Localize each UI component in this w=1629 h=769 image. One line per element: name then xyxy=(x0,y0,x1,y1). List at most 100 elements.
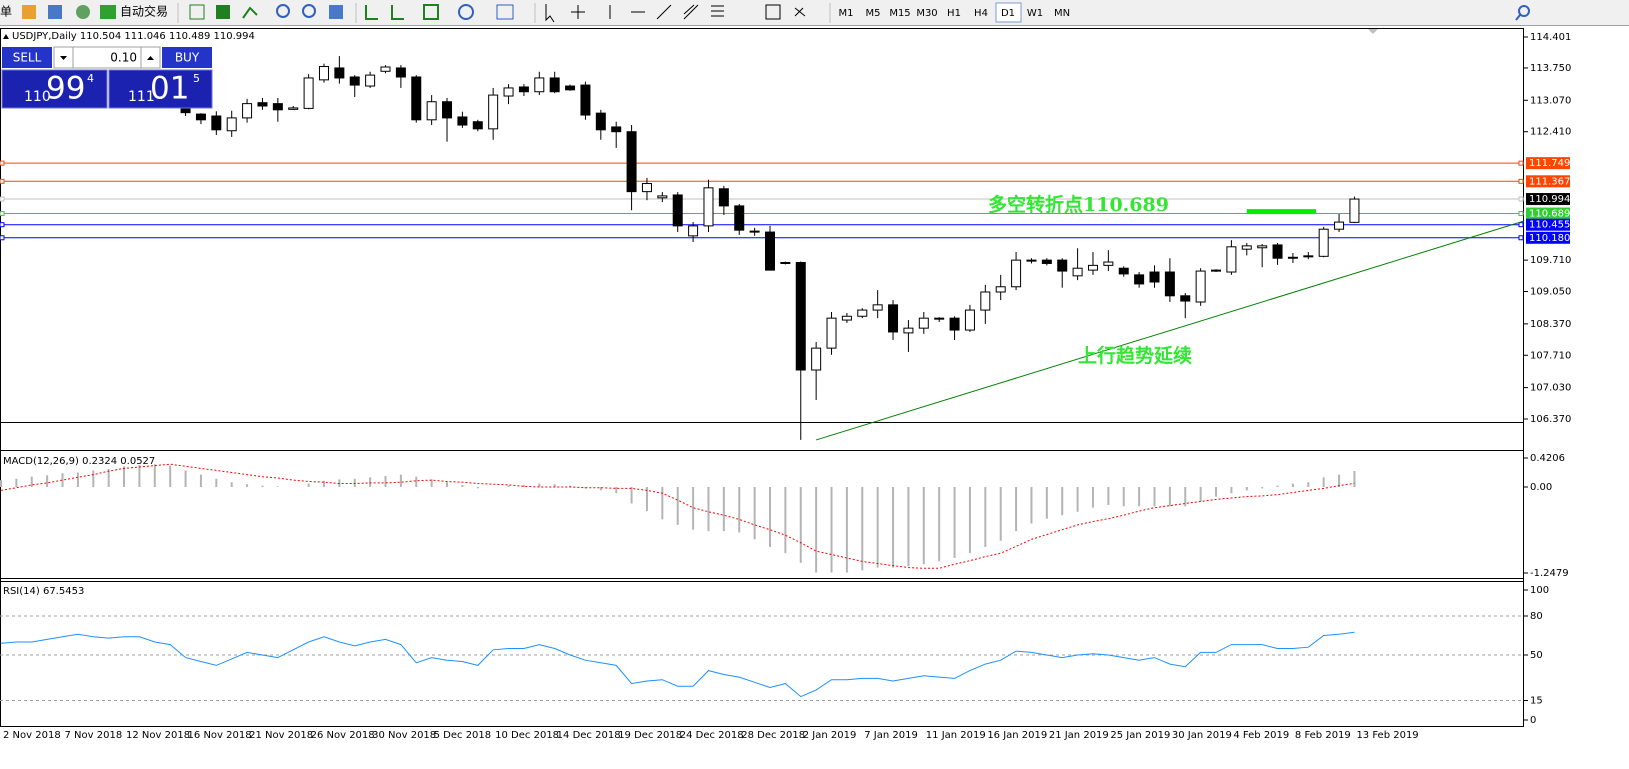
auto-trade[interactable]: 自动交易 xyxy=(120,4,168,19)
x-tick-label: 14 Dec 2018 xyxy=(557,730,621,741)
timeframe[interactable]: M30 xyxy=(916,8,937,19)
y-tick-label: 108.370 xyxy=(1530,319,1571,330)
candle-body xyxy=(272,103,283,111)
icon[interactable] xyxy=(48,5,62,19)
toolbar xyxy=(0,0,1629,26)
candle-body xyxy=(1241,245,1252,250)
x-tick-label: 16 Jan 2019 xyxy=(987,730,1047,741)
bid-sup: 4 xyxy=(87,72,94,85)
trendline xyxy=(815,220,1524,441)
buy-label[interactable]: BUY xyxy=(175,51,200,65)
level-handle xyxy=(0,178,5,184)
channel-tool[interactable] xyxy=(683,4,699,20)
candle-body xyxy=(442,101,453,119)
candle-body xyxy=(1041,259,1052,264)
icon[interactable] xyxy=(329,5,343,19)
chart-title: USDJPY,Daily 110.504 111.046 110.489 110… xyxy=(12,31,255,42)
icon[interactable] xyxy=(496,4,514,20)
timeframe[interactable]: W1 xyxy=(1027,8,1043,19)
search[interactable] xyxy=(1518,5,1530,17)
icon[interactable] xyxy=(189,4,205,20)
trade-panel: SELL 0.10 BUY 110 99 4 111 01 5 xyxy=(1,46,213,109)
sell-button[interactable] xyxy=(2,47,52,68)
icon[interactable] xyxy=(242,6,258,19)
auto-trade-icon[interactable] xyxy=(100,5,116,19)
ask-box[interactable] xyxy=(108,69,213,109)
shift-marker xyxy=(1368,29,1378,34)
signal-line xyxy=(0,463,1355,569)
fibo-tool[interactable] xyxy=(711,5,724,17)
candle-body xyxy=(288,107,299,110)
candle-body xyxy=(580,84,591,116)
candle-body xyxy=(242,103,253,119)
candle-body xyxy=(964,309,975,331)
level-handle xyxy=(1518,235,1524,241)
sell-label[interactable]: SELL xyxy=(13,51,42,65)
icon[interactable] xyxy=(365,5,378,20)
y-tick-label: 113.750 xyxy=(1530,63,1571,74)
candle-body xyxy=(1287,256,1298,259)
cursor-tool[interactable] xyxy=(545,4,555,23)
timeframe-active xyxy=(995,2,1022,23)
timeframe[interactable]: M5 xyxy=(866,8,881,19)
timeframe[interactable]: H4 xyxy=(974,8,988,19)
candle-body xyxy=(503,87,514,97)
candle-body xyxy=(703,187,714,227)
timeframe[interactable]: M1 xyxy=(839,8,854,19)
x-tick-label: 5 Dec 2018 xyxy=(434,730,492,741)
timeframe[interactable]: M15 xyxy=(889,8,910,19)
candle-body xyxy=(1087,264,1098,271)
y-tick-label: 107.030 xyxy=(1530,383,1571,394)
candle-body xyxy=(1226,246,1237,273)
candle-body xyxy=(380,66,391,72)
candle-body xyxy=(611,126,622,133)
search[interactable] xyxy=(1515,14,1521,21)
icon[interactable] xyxy=(391,5,404,20)
level-handle xyxy=(1518,178,1524,184)
candle-body xyxy=(857,309,868,317)
icon[interactable] xyxy=(458,4,474,20)
timeframe[interactable]: MN xyxy=(1054,8,1070,19)
candle-body xyxy=(549,77,560,93)
crosshair-tool[interactable] xyxy=(571,5,585,19)
menu-fragment[interactable]: 单 xyxy=(0,5,12,19)
x-tick-label: 30 Jan 2019 xyxy=(1172,730,1232,741)
lot-value[interactable]: 0.10 xyxy=(110,51,137,65)
candle-body xyxy=(1072,267,1083,277)
trendline-tool[interactable] xyxy=(656,4,672,20)
level-label: 110.180 xyxy=(1529,233,1570,244)
candle-body xyxy=(795,262,806,371)
annotation: 多空转折点110.689 xyxy=(988,193,1169,216)
candle-body xyxy=(1211,269,1222,272)
y-tick-label: 0.00 xyxy=(1530,482,1552,493)
bid-main: 99 xyxy=(46,71,85,107)
label-tool[interactable] xyxy=(765,4,781,20)
x-tick-label: 4 Feb 2019 xyxy=(1233,730,1289,741)
timeframe[interactable]: H1 xyxy=(947,8,961,19)
buy-button[interactable] xyxy=(162,47,212,68)
level-label: 110.689 xyxy=(1529,209,1570,220)
bid-box[interactable] xyxy=(1,69,108,109)
level-label-box xyxy=(1526,193,1570,206)
candle-body xyxy=(457,116,468,126)
y-tick-label: 0 xyxy=(1530,715,1536,726)
timeframe[interactable]: D1 xyxy=(1001,8,1015,19)
candle-body xyxy=(1118,267,1129,275)
y-tick-label: 0.4206 xyxy=(1530,453,1565,464)
level-handle xyxy=(1518,196,1524,202)
icon[interactable] xyxy=(276,4,290,18)
icon[interactable] xyxy=(22,5,36,19)
x-tick-label: 2 Nov 2018 xyxy=(3,730,61,741)
level-handle xyxy=(0,160,5,166)
icon[interactable] xyxy=(76,5,90,19)
level-label: 111.749 xyxy=(1529,158,1570,169)
candle-body xyxy=(257,102,268,107)
candle-body xyxy=(765,231,775,271)
icon[interactable] xyxy=(423,4,439,20)
candle-body xyxy=(811,347,822,371)
level-label-box xyxy=(1526,218,1570,231)
icon[interactable] xyxy=(302,4,316,18)
icon[interactable] xyxy=(216,5,230,19)
shapes-tool[interactable] xyxy=(794,7,806,17)
